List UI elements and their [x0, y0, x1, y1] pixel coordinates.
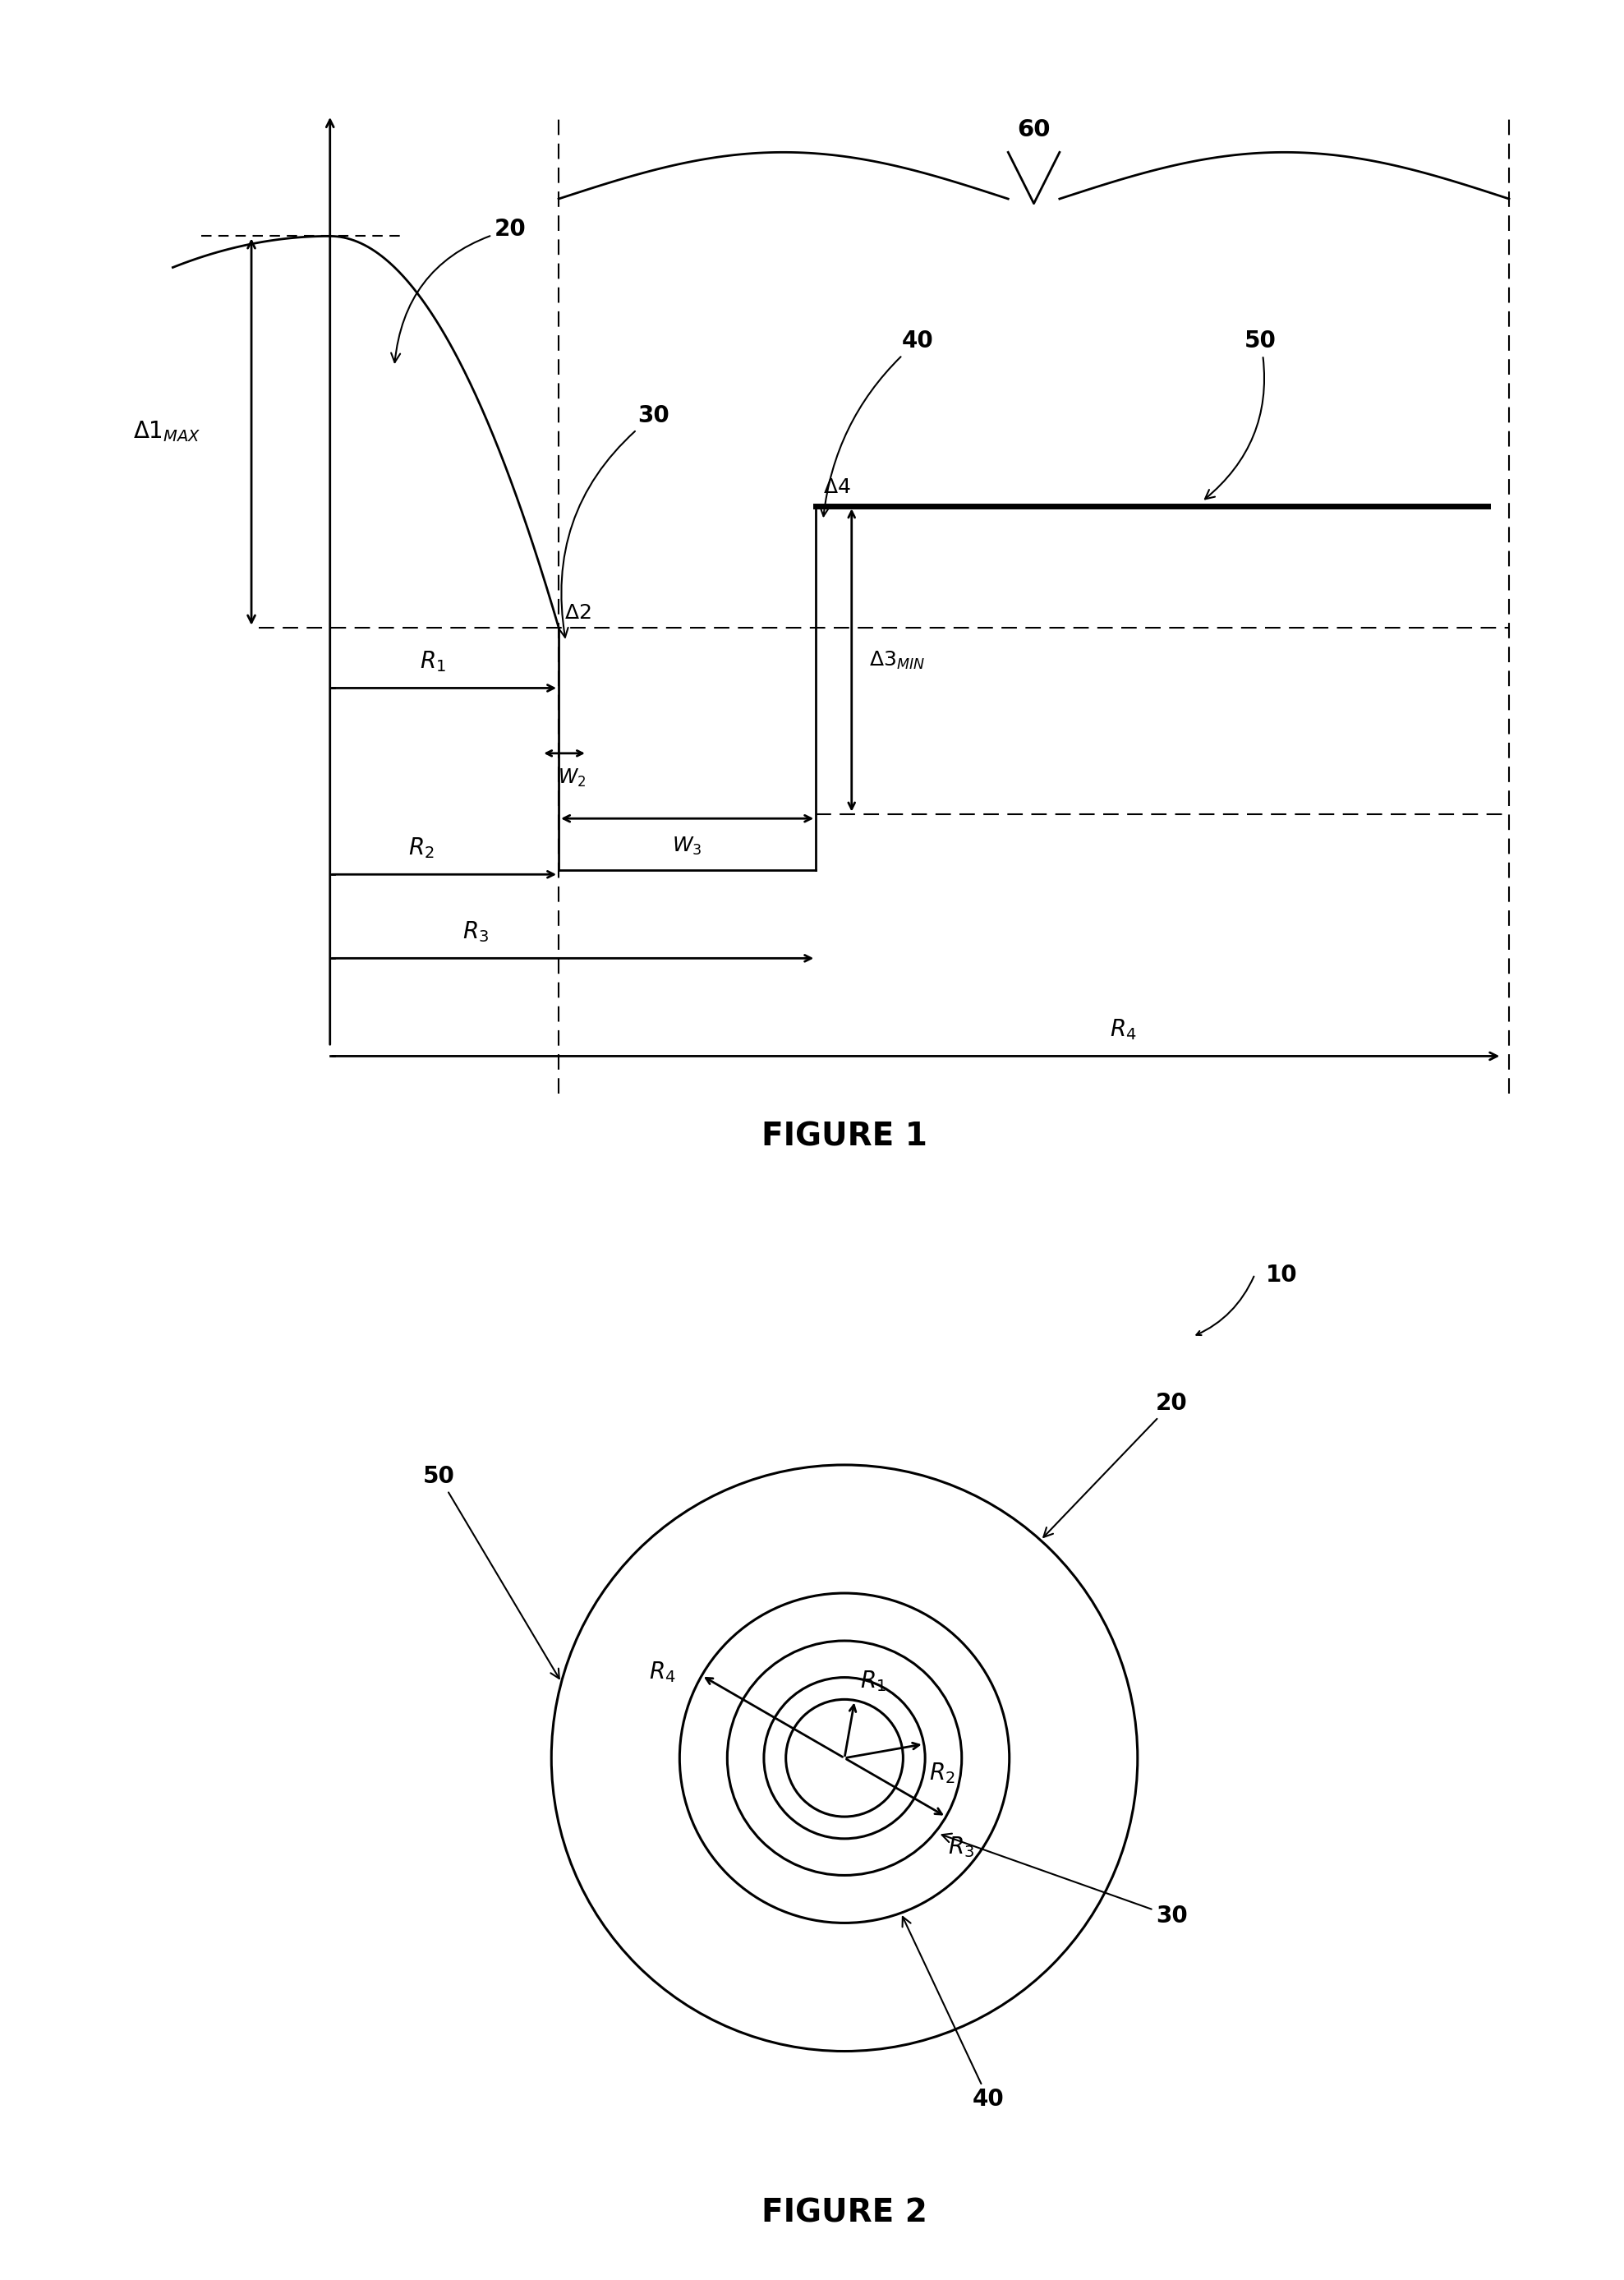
Text: $\Delta 1_{MAX}$: $\Delta 1_{MAX}$ — [133, 420, 201, 445]
Text: 60: 60 — [1017, 119, 1051, 141]
Text: $\Delta 4$: $\Delta 4$ — [823, 477, 851, 497]
Text: $\Delta 2$: $\Delta 2$ — [565, 604, 591, 622]
Text: 50: 50 — [1205, 331, 1276, 499]
Text: 40: 40 — [820, 331, 934, 515]
Text: 30: 30 — [942, 1833, 1187, 1929]
Text: $R_3$: $R_3$ — [463, 919, 489, 944]
Text: 10: 10 — [1265, 1263, 1298, 1286]
Text: $R_2$: $R_2$ — [409, 837, 435, 860]
Text: 40: 40 — [903, 1917, 1005, 2111]
Text: $\Delta 3_{MIN}$: $\Delta 3_{MIN}$ — [869, 650, 924, 670]
Text: $R_1$: $R_1$ — [419, 650, 447, 675]
Text: 30: 30 — [559, 404, 669, 638]
Text: $R_3$: $R_3$ — [948, 1835, 974, 1860]
Text: $W_3$: $W_3$ — [672, 834, 702, 857]
Text: $W_2$: $W_2$ — [557, 768, 586, 789]
Text: $R_1$: $R_1$ — [861, 1669, 887, 1694]
Text: FIGURE 1: FIGURE 1 — [762, 1122, 927, 1154]
Text: $R_4$: $R_4$ — [650, 1660, 676, 1685]
Text: $R_2$: $R_2$ — [929, 1760, 955, 1785]
Text: FIGURE 2: FIGURE 2 — [762, 2198, 927, 2230]
Text: 50: 50 — [424, 1466, 559, 1678]
Text: 20: 20 — [391, 219, 526, 363]
Text: 20: 20 — [1044, 1391, 1187, 1537]
Text: $R_4$: $R_4$ — [1109, 1017, 1137, 1042]
